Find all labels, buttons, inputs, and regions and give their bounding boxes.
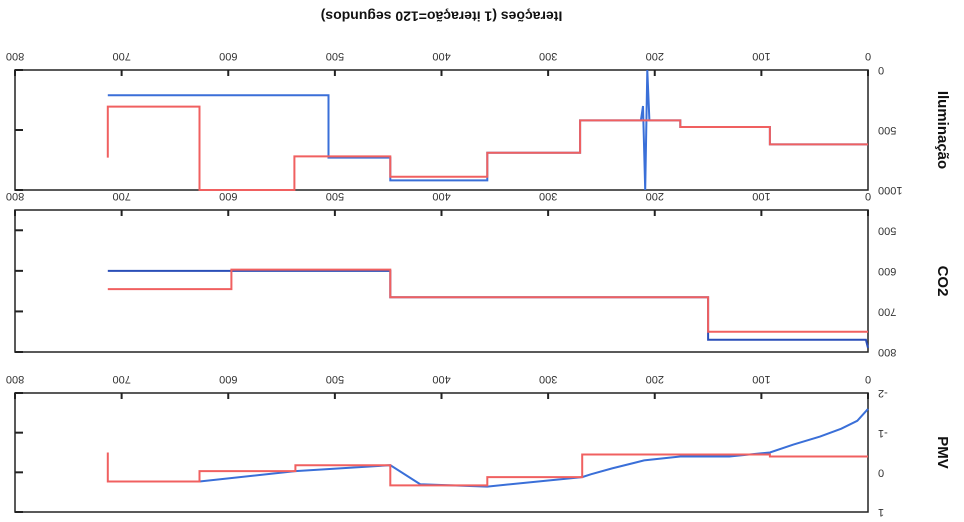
x-tick-label: 0	[865, 50, 871, 62]
x-tick-label: 500	[326, 373, 344, 385]
y-tick-label: 600	[878, 265, 896, 277]
x-tick-label: 500	[326, 190, 344, 202]
y-tick-label: 800	[878, 346, 896, 358]
x-tick-label: 400	[432, 50, 450, 62]
x-tick-label: 800	[6, 373, 24, 385]
x-tick-label: 100	[752, 50, 770, 62]
x-tick-label: 100	[752, 190, 770, 202]
x-tick-label: 700	[112, 50, 130, 62]
y-tick-label: -1	[878, 427, 888, 439]
x-tick-label: 0	[865, 190, 871, 202]
y-axis-label: Iluminação	[934, 91, 951, 169]
x-tick-label: 600	[219, 373, 237, 385]
y-tick-label: 1	[878, 506, 884, 518]
y-tick-label: 500	[878, 224, 896, 236]
x-tick-label: 200	[646, 190, 664, 202]
series-line	[107, 269, 869, 349]
y-axis-label: PMV	[934, 436, 951, 469]
plot-frame	[14, 69, 869, 191]
x-tick-label: 400	[432, 190, 450, 202]
x-tick-label: 600	[219, 190, 237, 202]
x-tick-label: 700	[112, 190, 130, 202]
series-line	[106, 452, 868, 487]
x-tick-label: 100	[752, 373, 770, 385]
x-tick-label: 600	[219, 50, 237, 62]
x-tick-label: 200	[646, 373, 664, 385]
plot-frame	[14, 392, 869, 513]
x-tick-label: 300	[539, 50, 557, 62]
x-axis-label: Iterações (1 iteração=120 segundos)	[321, 8, 563, 24]
y-tick-label: 700	[878, 306, 896, 318]
x-tick-label: 700	[112, 373, 130, 385]
x-tick-label: 400	[432, 373, 450, 385]
x-tick-label: 300	[539, 190, 557, 202]
series-line	[107, 268, 868, 333]
x-tick-label: 500	[326, 50, 344, 62]
series-line	[107, 408, 869, 488]
series-line	[106, 105, 868, 191]
x-tick-label: 800	[6, 190, 24, 202]
y-tick-label: -2	[878, 387, 888, 399]
y-tick-label: 1000	[878, 184, 902, 196]
x-tick-label: 300	[539, 373, 557, 385]
y-tick-label: 0	[878, 466, 884, 478]
x-tick-label: 200	[646, 50, 664, 62]
x-tick-label: 800	[6, 50, 24, 62]
y-tick-label: 500	[878, 124, 896, 136]
x-tick-label: 0	[865, 373, 871, 385]
y-tick-label: 0	[878, 64, 884, 76]
y-axis-label: CO2	[934, 266, 951, 297]
